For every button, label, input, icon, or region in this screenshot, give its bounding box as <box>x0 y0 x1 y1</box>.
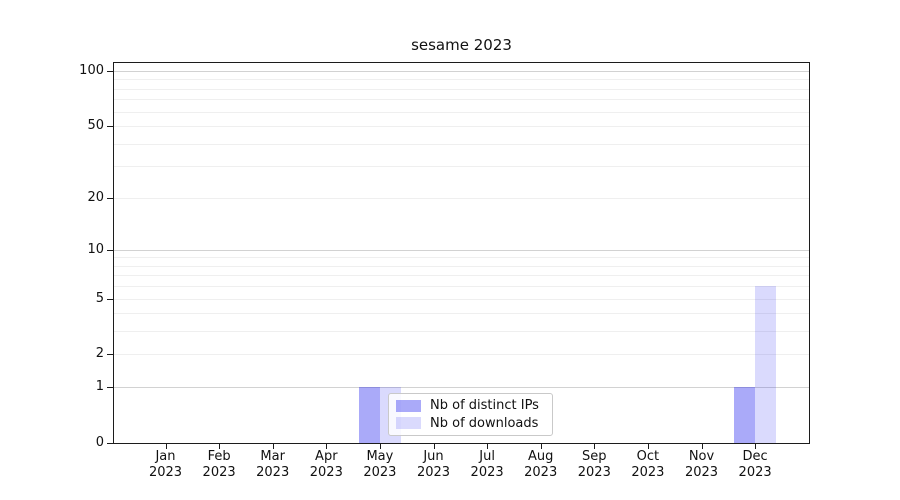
x-tick-mark <box>165 444 167 449</box>
x-tick-year: 2023 <box>416 465 451 480</box>
gridline-minor <box>114 143 809 145</box>
y-tick-mark <box>107 71 113 72</box>
gridline-minor <box>114 88 809 90</box>
x-tick-month: Oct <box>636 449 660 464</box>
x-tick-month: Jan <box>155 449 176 464</box>
x-tick-year: 2023 <box>577 465 611 480</box>
x-tick-year: 2023 <box>309 465 343 480</box>
gridline-minor <box>114 257 809 259</box>
x-tick-year: 2023 <box>470 465 504 480</box>
gridline-major <box>114 71 809 72</box>
x-tick-month: Jun <box>423 449 444 464</box>
gridline-minor <box>114 265 809 267</box>
x-tick-label-aug: Aug 2023 <box>509 449 573 481</box>
x-tick-month: Feb <box>207 449 231 464</box>
legend-item-distinct-ips: Nb of distinct IPs <box>396 398 545 413</box>
x-tick-month: Aug <box>527 449 554 464</box>
x-tick-label-may: May 2023 <box>348 449 412 481</box>
y-tick-label-2: 2 <box>95 346 104 362</box>
gridline-major <box>114 249 809 251</box>
legend-swatch-distinct-ips <box>396 399 421 412</box>
x-tick-year: 2023 <box>202 465 236 480</box>
x-tick-mark <box>272 444 274 449</box>
gridline-minor <box>114 298 809 300</box>
gridline-minor <box>114 99 809 101</box>
x-tick-month: Jul <box>479 449 495 464</box>
x-tick-month: Dec <box>742 449 768 464</box>
y-tick-label-10: 10 <box>87 241 104 257</box>
gridline-minor <box>114 331 809 333</box>
y-tick-mark <box>107 126 113 128</box>
gridline-minor <box>114 126 809 128</box>
legend: Nb of distinct IPs Nb of downloads <box>388 393 553 436</box>
x-tick-mark <box>326 444 328 449</box>
gridline-minor <box>114 275 809 277</box>
legend-item-downloads: Nb of downloads <box>396 416 545 431</box>
gridline-minor <box>114 111 809 113</box>
x-tick-mark <box>647 444 649 449</box>
x-tick-label-feb: Feb 2023 <box>187 449 251 481</box>
x-tick-label-sep: Sep 2023 <box>562 449 626 481</box>
y-tick-mark <box>107 298 113 300</box>
x-tick-mark <box>433 444 435 449</box>
x-tick-year: 2023 <box>524 465 558 480</box>
x-tick-year: 2023 <box>631 465 665 480</box>
x-tick-year: 2023 <box>363 465 397 480</box>
y-tick-label-100: 100 <box>79 63 104 78</box>
x-tick-year: 2023 <box>684 465 719 480</box>
x-tick-label-apr: Apr 2023 <box>294 449 358 481</box>
x-tick-label-jun: Jun 2023 <box>402 449 466 481</box>
y-tick-mark <box>107 197 113 199</box>
x-tick-label-jan: Jan 2023 <box>134 449 198 481</box>
y-tick-label-50: 50 <box>87 118 104 134</box>
x-tick-year: 2023 <box>738 465 772 480</box>
gridline-minor <box>114 286 809 288</box>
y-tick-label-1: 1 <box>95 379 104 395</box>
x-tick-month: Sep <box>582 449 607 464</box>
x-tick-label-jul: Jul 2023 <box>455 449 519 481</box>
gridline-minor <box>114 313 809 315</box>
y-tick-mark <box>107 387 113 389</box>
legend-label-downloads: Nb of downloads <box>430 415 539 431</box>
x-tick-mark <box>540 444 542 449</box>
x-tick-label-nov: Nov 2023 <box>670 449 734 481</box>
x-tick-mark <box>594 444 596 449</box>
x-tick-label-mar: Mar 2023 <box>241 449 305 481</box>
y-tick-label-0: 0 <box>95 435 104 450</box>
gridline-minor <box>114 197 809 199</box>
x-tick-mark <box>701 444 703 449</box>
bar-distinct-ips-may <box>358 387 380 443</box>
y-tick-label-20: 20 <box>87 189 104 205</box>
legend-label-distinct-ips: Nb of distinct IPs <box>430 398 539 414</box>
y-tick-mark <box>107 249 113 251</box>
x-tick-year: 2023 <box>256 465 290 480</box>
x-tick-month: May <box>366 449 394 464</box>
plot-area <box>113 62 810 444</box>
x-tick-mark <box>219 444 221 449</box>
gridline-minor <box>114 354 809 356</box>
x-tick-mark <box>487 444 489 449</box>
y-tick-mark <box>107 354 113 356</box>
y-tick-label-5: 5 <box>95 290 104 306</box>
chart-title: sesame 2023 <box>411 36 512 54</box>
x-tick-label-dec: Dec 2023 <box>723 449 787 481</box>
bar-distinct-ips-dec <box>734 387 756 443</box>
x-tick-label-oct: Oct 2023 <box>616 449 680 481</box>
x-tick-month: Mar <box>260 449 285 464</box>
gridline-minor <box>114 166 809 168</box>
gridline-major <box>114 387 809 389</box>
legend-swatch-downloads <box>396 417 421 430</box>
bar-downloads-dec <box>755 286 777 443</box>
x-tick-month: Apr <box>315 449 338 464</box>
x-tick-mark <box>379 444 381 449</box>
x-tick-mark <box>755 444 757 449</box>
x-tick-month: Nov <box>688 449 715 464</box>
gridline-minor <box>114 79 809 81</box>
y-tick-mark <box>107 443 113 444</box>
x-tick-year: 2023 <box>148 465 183 480</box>
